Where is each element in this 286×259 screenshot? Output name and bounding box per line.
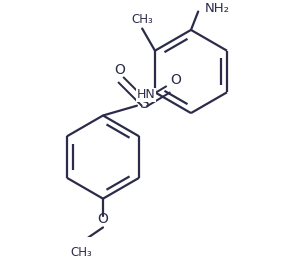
Text: O: O <box>114 63 125 77</box>
Text: O: O <box>98 212 108 226</box>
Text: CH₃: CH₃ <box>71 246 92 259</box>
Text: NH₂: NH₂ <box>204 2 230 15</box>
Text: O: O <box>170 74 181 88</box>
Text: HN: HN <box>136 88 155 101</box>
Text: S: S <box>140 96 150 111</box>
Text: CH₃: CH₃ <box>131 13 153 26</box>
